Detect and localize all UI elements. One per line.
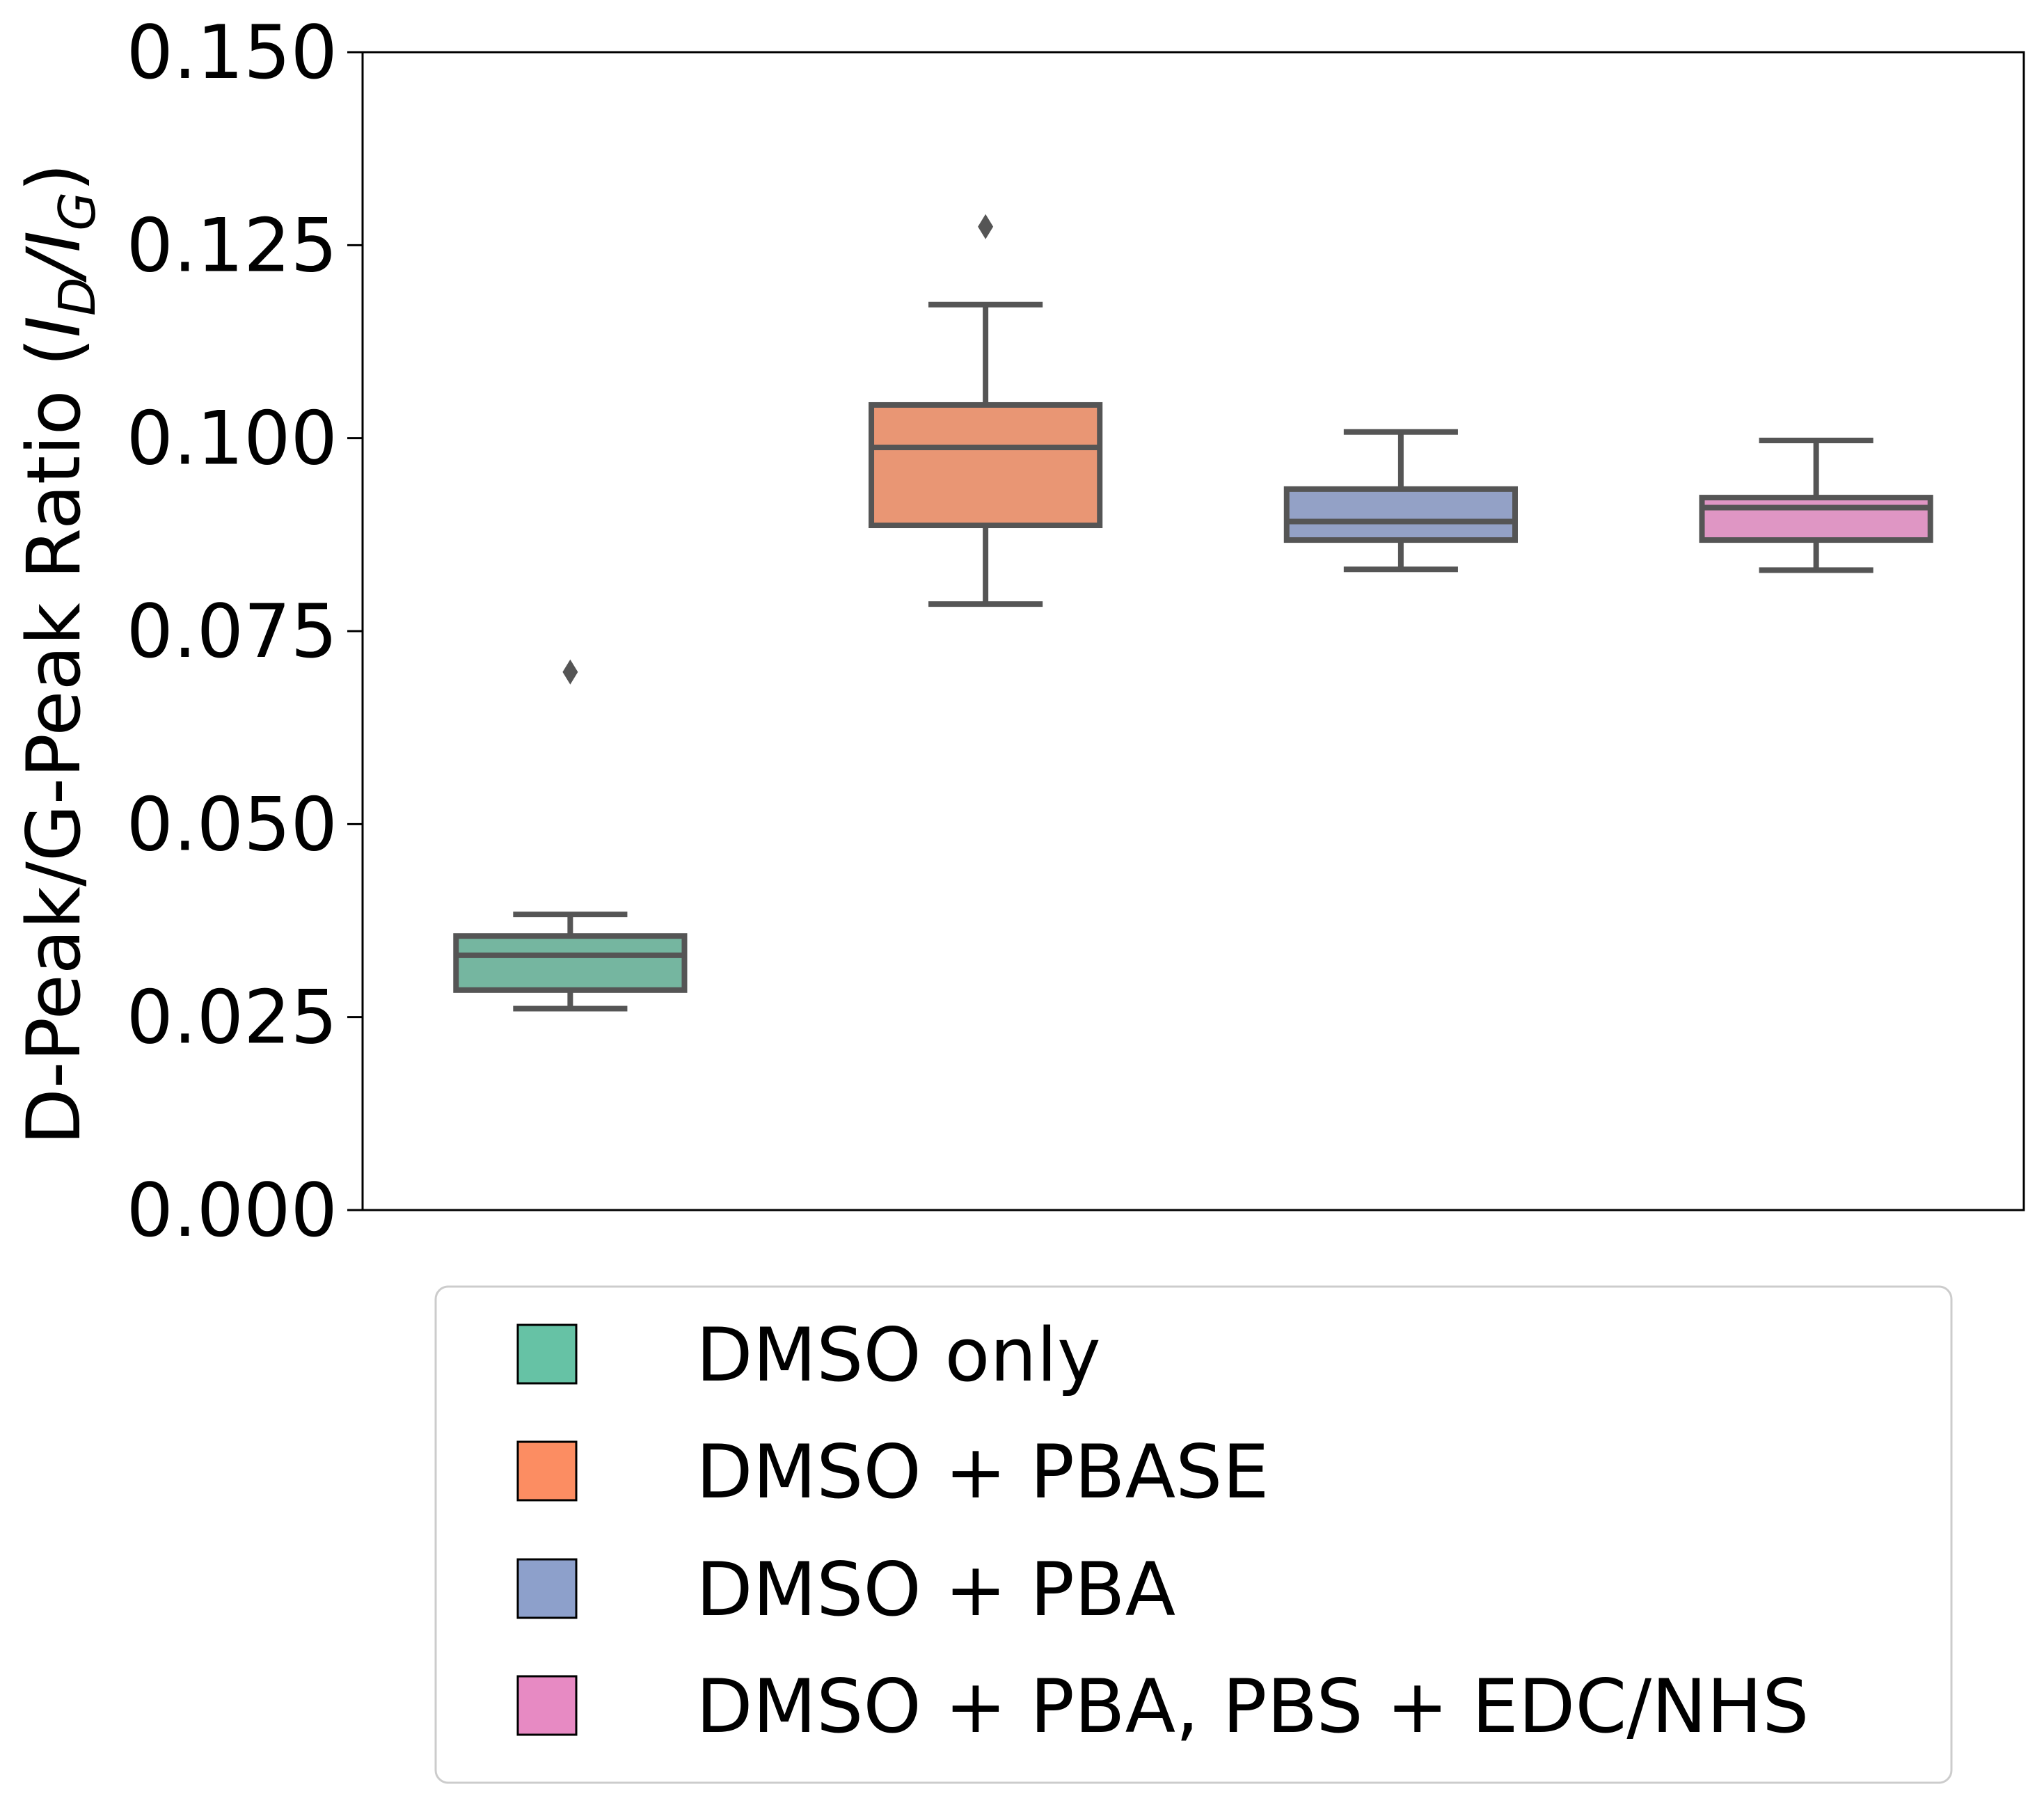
y-axis-ticks: 0.000 0.025 0.050 0.075 0.100 0.125 0.150 xyxy=(127,10,363,1253)
legend-swatch xyxy=(516,1440,578,1502)
y-tick-label: 0.125 xyxy=(127,202,338,288)
y-axis-label: D-Peak/G-Peak Ratio (ID/IG) xyxy=(11,163,106,1145)
iqr-box xyxy=(453,933,688,993)
outlier-point xyxy=(562,659,578,685)
iqr-box xyxy=(1283,486,1518,543)
legend-swatch xyxy=(516,1675,578,1736)
legend-swatch xyxy=(516,1558,578,1619)
box-group xyxy=(1699,437,1933,573)
legend-label: DMSO + PBASE xyxy=(696,1429,1269,1515)
y-tick-label: 0.150 xyxy=(127,10,338,95)
legend-label: DMSO only xyxy=(696,1312,1101,1398)
iqr-box xyxy=(869,401,1103,529)
y-tick-label: 0.025 xyxy=(127,975,338,1060)
outlier-point xyxy=(978,214,994,239)
legend-label: DMSO + PBA, PBS + EDC/NHS xyxy=(696,1664,1809,1749)
y-tick-label: 0.075 xyxy=(127,589,338,674)
y-tick-label: 0.100 xyxy=(127,396,338,482)
box-group xyxy=(1283,429,1518,573)
legend-box xyxy=(434,1285,1953,1784)
legend-label: DMSO + PBA xyxy=(696,1547,1175,1632)
y-tick-label: 0.050 xyxy=(127,781,338,867)
legend-swatch xyxy=(516,1323,578,1385)
iqr-box xyxy=(1699,495,1933,543)
legend: DMSO only DMSO + PBASE DMSO + PBA DMSO + PB… xyxy=(516,1312,1809,1749)
plot-area-frame xyxy=(361,51,2025,1211)
box-series xyxy=(453,214,1933,1012)
box-group xyxy=(453,659,688,1012)
box-group xyxy=(869,214,1103,607)
y-tick-label: 0.000 xyxy=(127,1168,338,1253)
